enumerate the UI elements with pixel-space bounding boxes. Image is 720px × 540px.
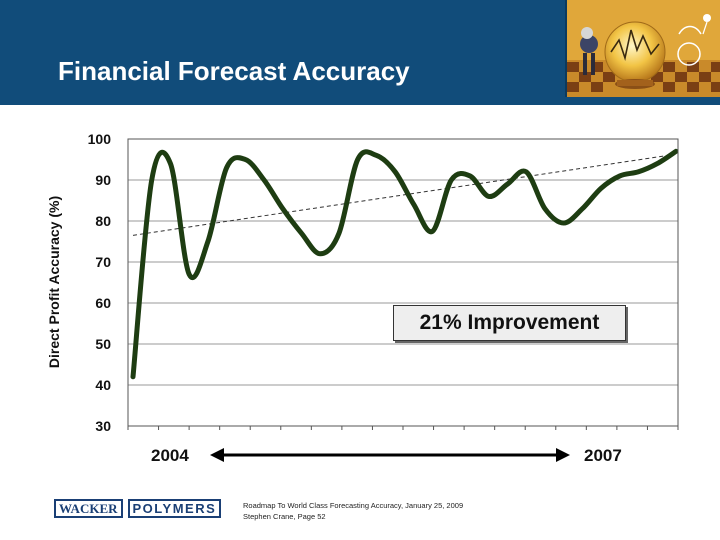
improvement-callout: 21% Improvement [393, 305, 626, 341]
company-logo: WACKER POLYMERS [54, 499, 222, 518]
y-axis-label: Direct Profit Accuracy (%) [46, 196, 62, 368]
y-tick-label: 80 [95, 213, 111, 229]
slide-header: Financial Forecast Accuracy [0, 0, 720, 105]
end-year-label: 2007 [584, 446, 622, 465]
footer-note-line2: Stephen Crane, Page 52 [243, 512, 326, 521]
y-tick-label: 70 [95, 254, 111, 270]
y-tick-label: 30 [95, 418, 111, 434]
crystal-ball-illustration [565, 0, 720, 97]
start-year-label: 2004 [151, 446, 189, 465]
trend-line [132, 154, 669, 236]
y-tick-label: 40 [95, 377, 111, 393]
y-tick-label: 100 [88, 131, 112, 147]
y-axis-label-group: Direct Profit Accuracy (%) [46, 196, 62, 368]
logo-polymers: POLYMERS [127, 499, 222, 518]
y-tick-label: 60 [95, 295, 111, 311]
slide-title: Financial Forecast Accuracy [58, 56, 410, 86]
y-tick-label: 50 [95, 336, 111, 352]
footer-note: Roadmap To World Class Forecasting Accur… [243, 500, 463, 522]
logo-wacker: WACKER [54, 499, 123, 518]
series-line [130, 148, 679, 380]
double-arrow-icon [210, 448, 570, 462]
crystal-ball-icon [567, 0, 720, 97]
footer-note-line1: Roadmap To World Class Forecasting Accur… [243, 501, 464, 510]
accuracy-line-chart: Direct Profit Accuracy (%) 100 90 80 70 60 50… [46, 131, 679, 434]
plot-border [127, 138, 679, 427]
y-tick-label: 90 [95, 172, 111, 188]
